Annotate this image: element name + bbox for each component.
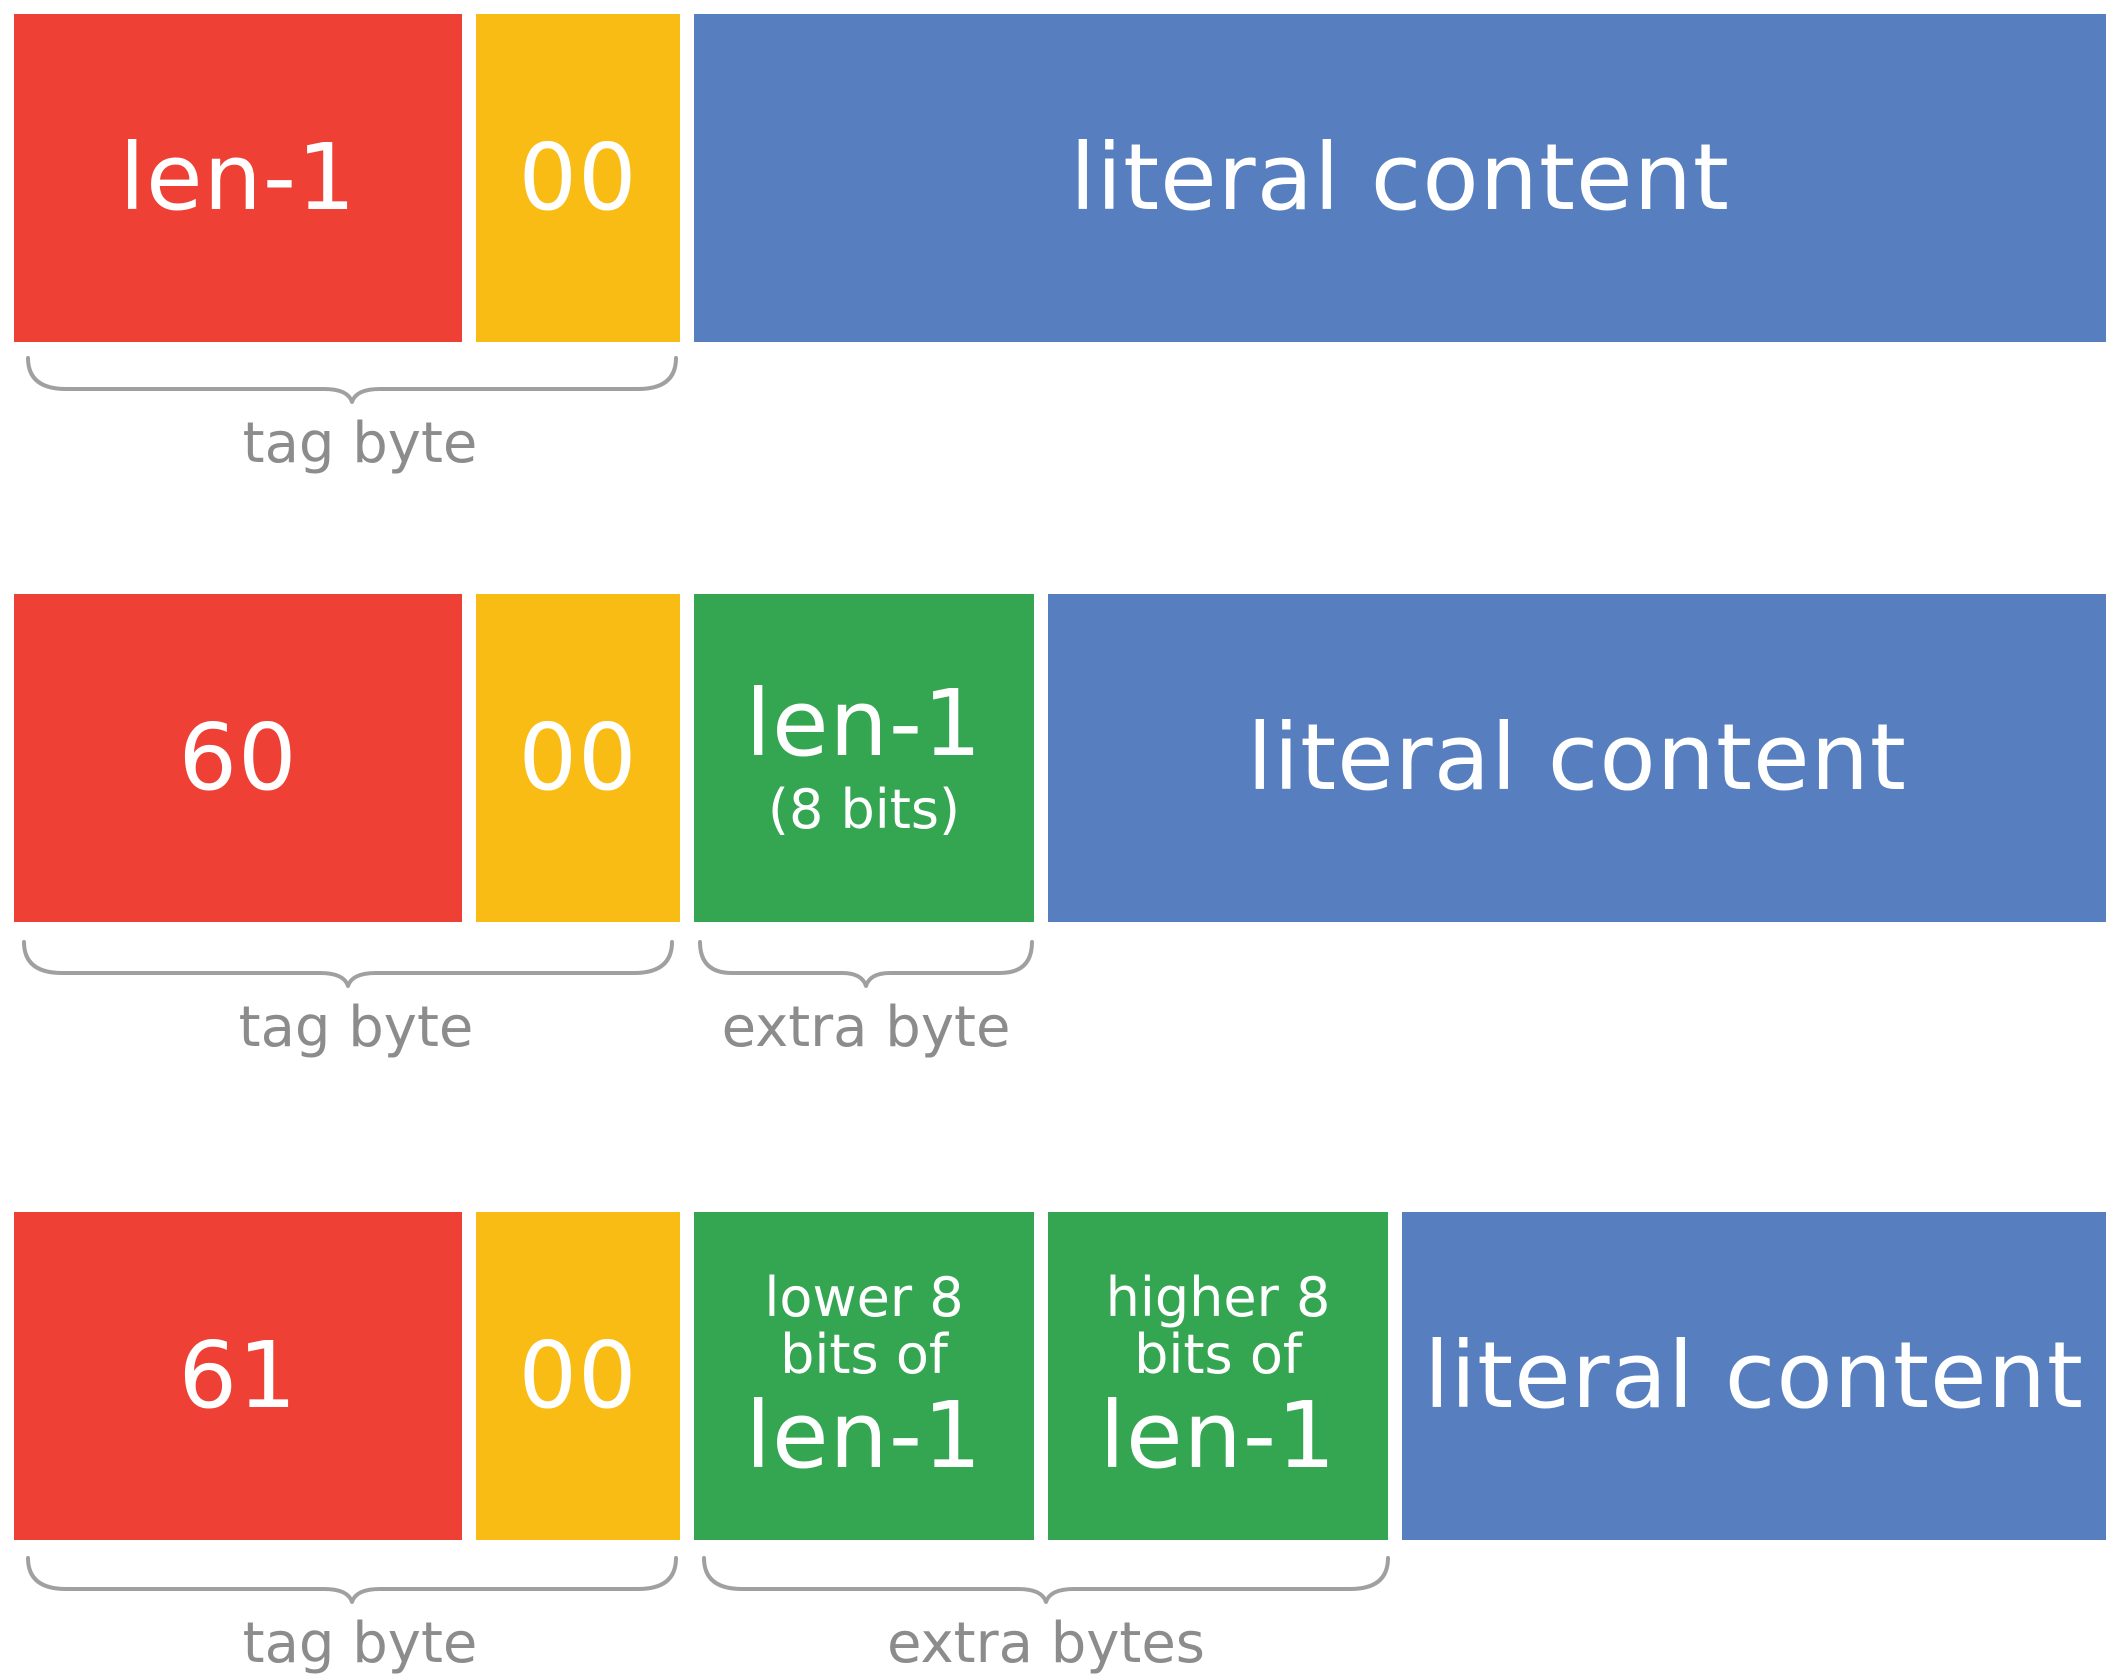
row-1-literal-label: literal content [1069, 124, 1731, 231]
row-1-tag-brace-icon [26, 356, 678, 404]
row-1-tag-type-field: 00 [476, 14, 680, 342]
row-3-lower-pre-line2: bits of [780, 1323, 948, 1386]
row-3-extra-brace-icon [702, 1556, 1390, 1604]
row-3-tag-caption: tag byte [242, 1611, 478, 1676]
row-3-tag-type-field: 00 [476, 1212, 680, 1540]
row-1-tag-type-label: 00 [518, 124, 638, 231]
row-3-higher-pre-line1: higher 8 [1105, 1266, 1331, 1330]
row-2-extra-brace-icon [698, 940, 1034, 988]
row-3-extra-lower-byte-field: lower 8 bits of len-1 [694, 1212, 1034, 1540]
row-3-literal-content: literal content [1402, 1212, 2106, 1540]
row-3-lower-main-label: len-1 [745, 1381, 983, 1489]
row-2-tag-length-field: 60 [14, 594, 462, 922]
row-2-extra-sub-label: (8 bits) [767, 777, 961, 841]
row-2-tag-length-label: 60 [178, 704, 298, 811]
row-3-higher-main-label: len-1 [1099, 1381, 1337, 1489]
row-2-extra-byte-field: len-1 (8 bits) [694, 594, 1034, 922]
row-1-tag-length-field: len-1 [14, 14, 462, 342]
row-2-extra-main-label: len-1 [745, 669, 983, 777]
row-3-tag-brace-icon [26, 1556, 678, 1604]
row-1-tag-caption: tag byte [242, 411, 478, 476]
row-2-tag-brace-icon [22, 940, 674, 988]
row-3-tag-length-field: 61 [14, 1212, 462, 1540]
row-3-higher-pre-line2: bits of [1134, 1323, 1302, 1386]
row-1-literal-content: literal content [694, 14, 2106, 342]
row-2-tag-type-label: 00 [518, 704, 638, 811]
row-1-tag-length-label: len-1 [119, 124, 357, 231]
row-3-lower-pre-line1: lower 8 [764, 1266, 964, 1330]
row-2-extra-caption: extra byte [721, 995, 1011, 1060]
row-2-literal-content: literal content [1048, 594, 2106, 922]
row-3-extra-caption: extra bytes [887, 1611, 1205, 1676]
row-3-extra-higher-byte-field: higher 8 bits of len-1 [1048, 1212, 1388, 1540]
row-3-tag-type-label: 00 [518, 1322, 638, 1429]
row-3-tag-length-label: 61 [178, 1322, 298, 1429]
row-2-literal-label: literal content [1246, 704, 1908, 811]
row-2-tag-caption: tag byte [238, 995, 474, 1060]
row-3-literal-label: literal content [1423, 1322, 2085, 1429]
row-2-tag-type-field: 00 [476, 594, 680, 922]
